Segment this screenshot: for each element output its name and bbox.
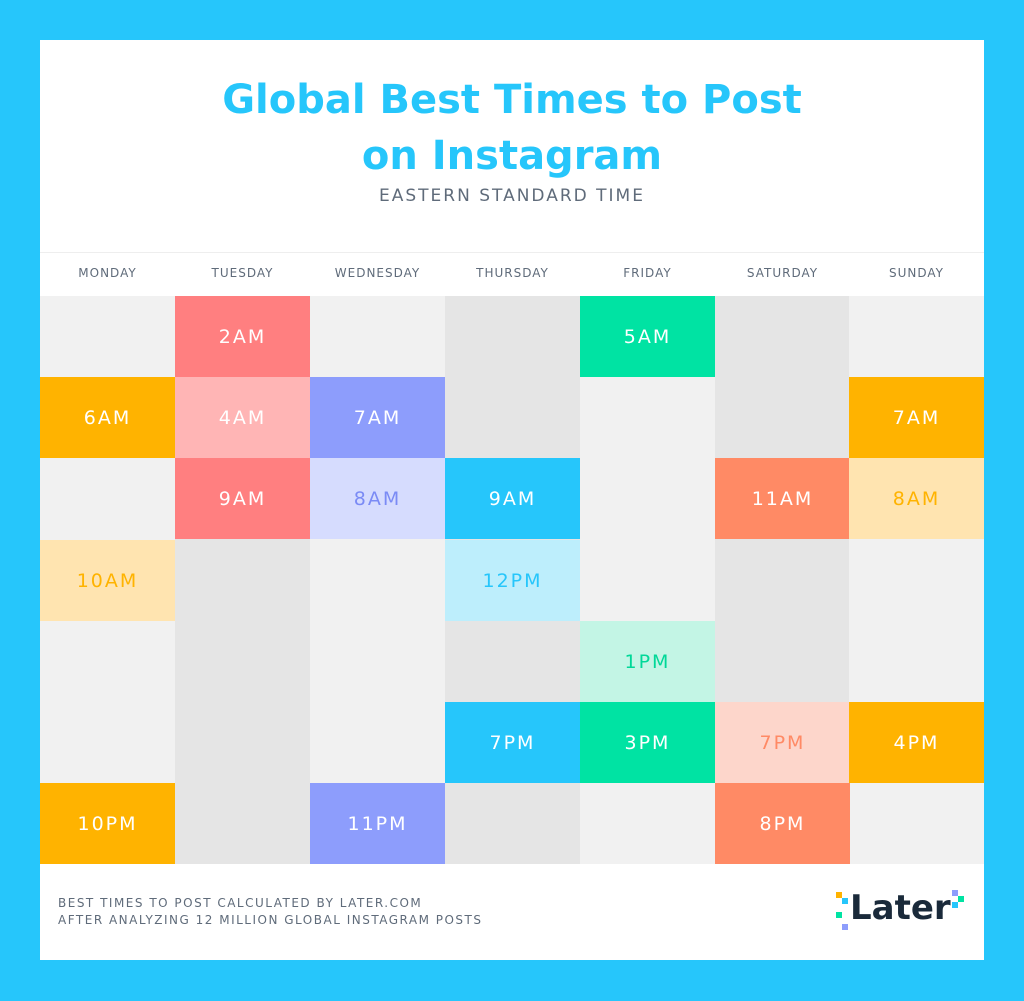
time-cell: 9AM (175, 458, 310, 539)
time-cell: 7AM (310, 377, 445, 458)
time-cell: 11PM (310, 783, 445, 864)
day-label: FRIDAY (623, 266, 672, 280)
day-label: TUESDAY (211, 266, 274, 280)
logo-pixel (842, 898, 848, 904)
day-label: SUNDAY (888, 266, 944, 280)
day-label: SATURDAY (746, 266, 819, 280)
time-cell: 3PM (580, 702, 715, 783)
time-cell: 7AM (849, 377, 984, 458)
day-label: WEDNESDAY (334, 266, 421, 280)
time-cell: 8AM (849, 458, 984, 539)
logo-pixel (958, 896, 964, 902)
time-cell: 11AM (715, 458, 850, 539)
logo-pixel (836, 892, 842, 898)
time-cell: 4AM (175, 377, 310, 458)
time-cell: 1PM (580, 621, 715, 702)
footer-line: BEST TIMES TO POST CALCULATED BY LATER.C… (58, 896, 423, 910)
time-cell: 2AM (175, 296, 310, 377)
time-cell: 6AM (40, 377, 175, 458)
time-cell: 7PM (445, 702, 580, 783)
time-cell: 4PM (849, 702, 984, 783)
title: Global Best Times to Post on Instagram (222, 77, 802, 179)
logo-pixel (842, 924, 848, 930)
time-cell: 5AM (580, 296, 715, 377)
footer-line: AFTER ANALYZING 12 MILLION GLOBAL INSTAG… (58, 913, 483, 927)
day-header-row (40, 252, 984, 297)
time-cell: 8PM (715, 783, 850, 864)
time-cell: 12PM (445, 540, 580, 621)
logo: Later (850, 888, 951, 928)
day-label: THURSDAY (476, 266, 549, 280)
time-cell: 10AM (40, 540, 175, 621)
day-label: MONDAY (78, 266, 137, 280)
logo-pixel (952, 890, 958, 896)
subtitle: EASTERN STANDARD TIME (379, 186, 645, 206)
time-cell: 8AM (310, 458, 445, 539)
card: Global Best Times to Post on Instagram E… (40, 40, 984, 960)
logo-pixel (836, 912, 842, 918)
time-cell: 9AM (445, 458, 580, 539)
logo-pixel (952, 902, 958, 908)
time-cell: 7PM (715, 702, 850, 783)
time-cell: 10PM (40, 783, 175, 864)
